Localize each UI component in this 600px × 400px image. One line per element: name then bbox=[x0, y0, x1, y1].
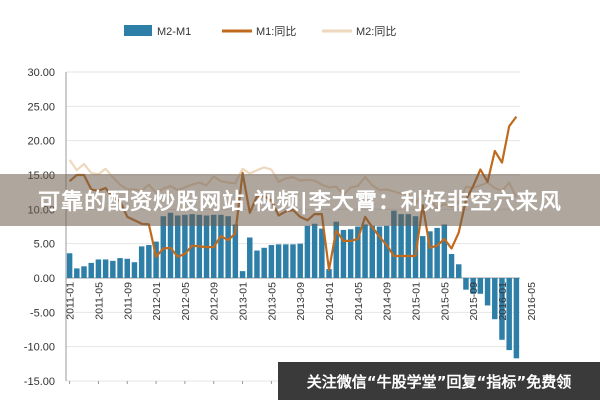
bar-m2-m1 bbox=[153, 241, 159, 278]
bar-m2-m1 bbox=[391, 210, 397, 278]
bar-m2-m1 bbox=[88, 262, 94, 278]
bar-m2-m1 bbox=[95, 259, 102, 278]
bar-m2-m1 bbox=[405, 214, 412, 278]
bar-m2-m1 bbox=[506, 278, 512, 351]
bar-m2-m1 bbox=[412, 216, 419, 278]
bar-m2-m1 bbox=[499, 278, 505, 340]
bar-m2-m1 bbox=[102, 259, 109, 278]
bar-m2-m1 bbox=[247, 237, 253, 278]
watermark-banner: 关注微信“牛股学堂”回复“指标”免费领 bbox=[278, 362, 600, 400]
bar-m2-m1 bbox=[110, 260, 116, 278]
x-tick-label: 2013-09 bbox=[295, 282, 307, 321]
y-tick-label: 20.00 bbox=[27, 136, 55, 148]
y-tick-label: 30.00 bbox=[27, 67, 55, 79]
y-tick-label: 0.00 bbox=[34, 273, 55, 285]
watermark-text: 关注微信“牛股学堂”回复“指标”免费领 bbox=[306, 372, 572, 391]
x-tick-label: 2012-01 bbox=[151, 282, 163, 321]
x-tick-label: 2015-05 bbox=[439, 282, 451, 321]
bar-m2-m1 bbox=[484, 278, 491, 306]
x-tick-label: 2014-09 bbox=[382, 282, 394, 321]
bar-m2-m1 bbox=[268, 245, 275, 278]
bar-m2-m1 bbox=[261, 247, 267, 278]
bar-m2-m1 bbox=[167, 212, 174, 278]
bar-m2-m1 bbox=[218, 214, 224, 278]
x-tick-label: 2016-01 bbox=[497, 282, 509, 321]
x-tick-label: 2013-01 bbox=[238, 282, 250, 321]
bar-m2-m1 bbox=[347, 229, 354, 278]
y-tick-label: 25.00 bbox=[27, 101, 55, 113]
x-tick-label: 2012-05 bbox=[180, 282, 192, 321]
bar-m2-m1 bbox=[297, 243, 303, 278]
bar-m2-m1 bbox=[340, 229, 347, 278]
title-overlay-banner: 可靠的配资炒股网站 视频|李大霄：利好非空穴来风 bbox=[0, 174, 600, 226]
bar-m2-m1 bbox=[362, 224, 368, 278]
legend-label-m2: M2:同比 bbox=[356, 25, 396, 38]
bar-m2-m1 bbox=[369, 225, 376, 278]
bar-m2-m1 bbox=[138, 246, 145, 278]
bar-m2-m1 bbox=[66, 253, 73, 278]
bar-m2-m1 bbox=[225, 216, 231, 278]
bar-m2-m1 bbox=[275, 244, 282, 278]
bar-m2-m1 bbox=[427, 231, 433, 278]
bar-m2-m1 bbox=[456, 264, 462, 278]
bar-m2-m1 bbox=[441, 224, 448, 278]
y-tick-label: -10.00 bbox=[24, 342, 55, 354]
bar-m2-m1 bbox=[283, 244, 289, 278]
bar-m2-m1 bbox=[448, 253, 455, 278]
bar-m2-m1 bbox=[463, 278, 469, 290]
x-tick-label: 2015-01 bbox=[411, 282, 423, 321]
bar-m2-m1 bbox=[311, 223, 318, 278]
x-tick-label: 2013-05 bbox=[266, 282, 278, 321]
bar-m2-m1 bbox=[239, 271, 246, 278]
bar-m2-m1 bbox=[355, 226, 361, 278]
bar-m2-m1 bbox=[254, 250, 260, 278]
x-tick-label: 2014-01 bbox=[324, 282, 336, 321]
x-tick-label: 2011-05 bbox=[93, 282, 105, 320]
bar-m2-m1 bbox=[477, 278, 484, 294]
bar-m2-m1 bbox=[304, 225, 311, 278]
x-tick-label: 2014-05 bbox=[353, 282, 365, 321]
bar-m2-m1 bbox=[383, 225, 390, 278]
bar-m2-m1 bbox=[182, 214, 188, 278]
bar-m2-m1 bbox=[174, 215, 181, 278]
bar-m2-m1 bbox=[117, 258, 123, 278]
bar-m2-m1 bbox=[131, 262, 138, 278]
bar-m2-m1 bbox=[326, 269, 332, 278]
x-tick-label: 2012-09 bbox=[209, 282, 221, 321]
bar-m2-m1 bbox=[146, 245, 152, 278]
bar-m2-m1 bbox=[290, 244, 296, 278]
bar-m2-m1 bbox=[513, 278, 520, 359]
bar-m2-m1 bbox=[333, 221, 339, 278]
legend-label-m2-m1: M2-M1 bbox=[157, 26, 191, 38]
bar-m2-m1 bbox=[319, 228, 325, 278]
x-tick-label: 2011-09 bbox=[122, 282, 134, 320]
x-tick-label: 2016-05 bbox=[526, 282, 538, 321]
bar-m2-m1 bbox=[74, 268, 80, 278]
bar-m2-m1 bbox=[160, 216, 167, 278]
bar-m2-m1 bbox=[434, 227, 440, 278]
legend-swatch-m2-m1 bbox=[124, 25, 152, 36]
bar-m2-m1 bbox=[376, 226, 383, 278]
bar-m2-m1 bbox=[398, 214, 404, 278]
x-tick-label: 2011-01 bbox=[65, 282, 77, 320]
bar-m2-m1 bbox=[81, 266, 87, 278]
bar-m2-m1 bbox=[124, 258, 130, 278]
bar-m2-m1 bbox=[470, 278, 476, 294]
bar-m2-m1 bbox=[419, 236, 426, 278]
banner-text: 可靠的配资炒股网站 视频|李大霄：利好非空穴来风 bbox=[38, 190, 562, 215]
y-tick-label: -5.00 bbox=[30, 307, 55, 319]
legend-label-m1: M1:同比 bbox=[256, 25, 296, 38]
bar-m2-m1 bbox=[232, 224, 239, 278]
y-tick-label: 5.00 bbox=[34, 239, 55, 251]
y-tick-label: -15.00 bbox=[24, 376, 55, 388]
bar-m2-m1 bbox=[492, 278, 498, 320]
x-tick-label: 2015-09 bbox=[468, 282, 480, 321]
